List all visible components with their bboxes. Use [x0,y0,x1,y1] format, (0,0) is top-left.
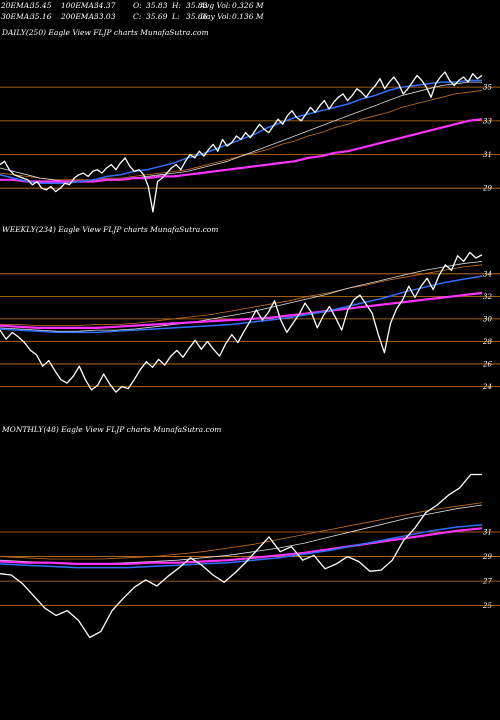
stat-30ema-label: 30EMA: [1,12,32,21]
weekly-ema-mid-line [0,261,483,332]
stat-low-value: 35.66 [186,12,208,21]
monthly-ytick-label: 31 [483,529,492,537]
monthly-price-line [0,473,482,639]
weekly-ytick-label: 24 [482,383,492,391]
monthly-ytick-label: 25 [482,602,492,610]
stat-close-value: 35.69 [146,12,168,21]
daily-ytick-label: 35 [483,84,492,92]
weekly-ytick-label: 34 [483,270,492,278]
weekly-ytick-label: 32 [483,293,492,301]
stat-30ema-value: 35.16 [30,12,52,21]
monthly-ema-long-line [0,502,483,560]
stat-open-value: 35.83 [146,1,168,10]
weekly-panel-title: WEEKLY(234) Eagle View FLJP charts Munaf… [2,225,218,234]
daily-ytick-label: 33 [483,117,492,125]
stat-100ema-value: 34.37 [94,1,116,10]
stat-20ema-value: 35.45 [30,1,52,10]
weekly-ema-fast-line [0,275,483,334]
daily-panel-title: DAILY(250) Eagle View FLJP charts Munafa… [1,28,209,37]
daily-ytick-label: 31 [483,151,492,159]
daily-price-line [0,71,483,213]
stat-avgvol-value: 0.326 M [232,1,264,10]
stat-close-label: C: [133,12,142,21]
stat-open-label: O: [133,1,142,10]
stat-high-label: H: [171,1,182,10]
monthly-ytick-label: 29 [482,553,492,561]
weekly-ytick-label: 28 [482,338,492,346]
weekly-ytick-label: 30 [483,315,492,323]
daily-ytick-label: 29 [482,185,492,193]
monthly-ytick-label: 27 [482,578,492,586]
weekly-ema-slow-line [0,291,483,329]
stat-dayvol-value: 0.136 M [232,12,264,21]
stat-avgvol-label: Avg Vol: [199,1,231,10]
header-stats: 20EMA: 35.45 100EMA: 34.37 O: 35.83 H: 3… [0,1,264,21]
monthly-ema-slow-line [0,527,483,566]
stat-low-label: L: [171,12,180,21]
stat-200ema-value: 33.03 [94,12,116,21]
weekly-ema-long-line [0,264,483,327]
monthly-panel-title: MONTHLY(48) Eagle View FLJP charts Munaf… [1,425,221,434]
daily-panel: DAILY(250) Eagle View FLJP charts Munafa… [0,28,500,213]
monthly-ema-fast-line [0,523,483,569]
stat-200ema-label: 200EMA: [60,12,97,21]
weekly-panel: WEEKLY(234) Eagle View FLJP charts Munaf… [0,225,500,393]
weekly-ytick-label: 26 [482,360,492,368]
stat-dayvol-label: Day Vol: [199,12,232,21]
monthly-panel: MONTHLY(48) Eagle View FLJP charts Munaf… [0,425,500,639]
stat-high-value: 35.83 [186,1,208,10]
stat-20ema-label: 20EMA: [0,1,32,10]
stat-100ema-label: 100EMA: [61,1,97,10]
weekly-price-line [0,251,483,393]
